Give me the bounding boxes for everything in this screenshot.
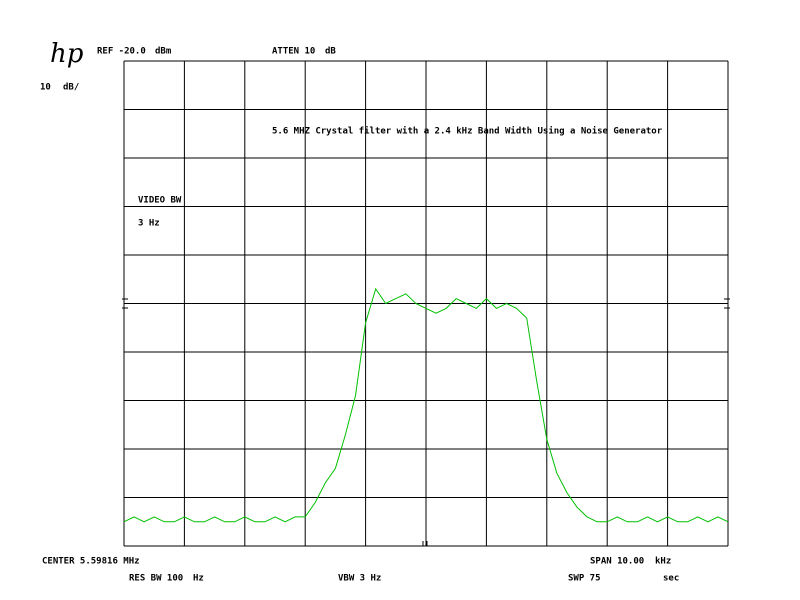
res-bw-unit: Hz	[193, 574, 204, 584]
ref-unit: dBm	[155, 47, 172, 57]
atten-unit: dB	[325, 47, 336, 57]
ref-level: REF -20.0	[97, 47, 146, 57]
vbw: VBW 3 Hz	[338, 574, 381, 584]
chart-title: 5.6 MHZ Crystal filter with a 2.4 kHz Ba…	[272, 126, 663, 137]
video-bw-label: VIDEO BW	[138, 196, 182, 206]
graticule	[123, 60, 729, 547]
span: SPAN 10.00	[590, 557, 644, 567]
span-unit: kHz	[655, 557, 671, 567]
video-bw-value: 3 Hz	[138, 219, 160, 229]
res-bw: RES BW 100	[129, 574, 183, 584]
atten: ATTEN 10	[272, 47, 315, 57]
logo: hp	[50, 39, 84, 69]
center-freq: CENTER 5.59816 MHz	[42, 557, 140, 567]
sweep-unit: sec	[663, 574, 679, 584]
sweep: SWP 75	[568, 574, 601, 584]
trace	[123, 287, 729, 523]
scale: 10	[40, 83, 51, 93]
scale-unit: dB/	[63, 83, 79, 93]
